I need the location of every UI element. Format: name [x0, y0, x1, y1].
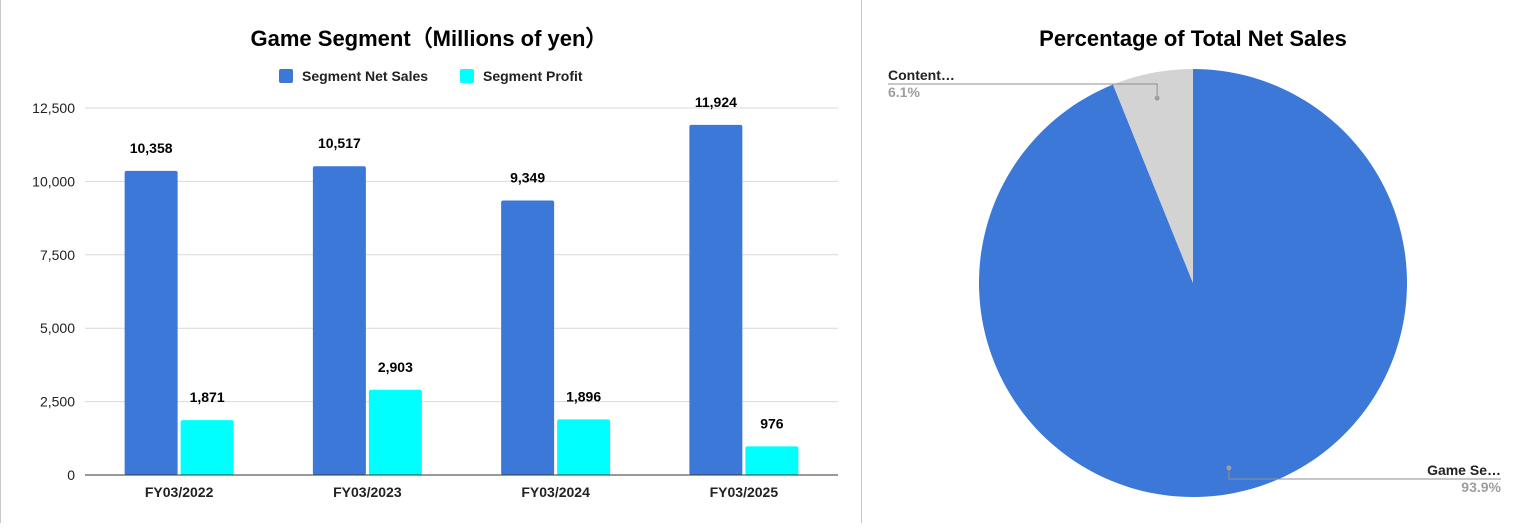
y-tick-label: 0 — [67, 467, 75, 483]
y-tick-label: 7,500 — [40, 247, 75, 263]
pie-chart-title: Percentage of Total Net Sales — [1039, 26, 1347, 51]
legend-label-net-sales: Segment Net Sales — [302, 68, 428, 84]
bar-net-sales — [689, 124, 743, 475]
pie-slices — [978, 69, 1407, 497]
x-category-label: FY03/2022 — [145, 484, 214, 500]
pie-slice-percent: 93.9% — [1461, 479, 1501, 495]
legend-label-profit: Segment Profit — [483, 68, 583, 84]
pie-slice-label: Content… — [888, 67, 955, 83]
bars — [124, 124, 799, 476]
data-label-net-sales: 9,349 — [510, 170, 545, 186]
pie-leader-dot — [1154, 95, 1160, 101]
data-label-profit: 1,896 — [566, 388, 601, 404]
x-category-label: FY03/2025 — [710, 484, 779, 500]
pie-slice-label: Game Se… — [1427, 462, 1501, 478]
data-label-profit: 1,871 — [190, 389, 225, 405]
data-label-profit: 976 — [760, 415, 784, 431]
pie-leader-line — [1228, 467, 1501, 480]
y-axis-ticks: 0 2,500 5,000 7,500 10,000 12,500 — [32, 100, 75, 483]
y-tick-label: 12,500 — [32, 100, 75, 116]
data-label-net-sales: 10,358 — [130, 140, 173, 156]
y-tick-label: 2,500 — [40, 394, 75, 410]
data-label-profit: 2,903 — [378, 359, 413, 375]
bar-net-sales — [501, 200, 555, 475]
pie-chart-panel: Percentage of Total Net Sales Game Se… 93… — [862, 0, 1527, 523]
pie-leader-line — [888, 83, 1158, 99]
data-labels: 10,358 1,871 10,517 2,903 9,349 1,896 11,924 97… — [130, 94, 784, 431]
bar-chart-title: Game Segment（Millions of yen） — [251, 26, 608, 51]
bar-net-sales — [312, 166, 366, 475]
pie-leader-dot — [1226, 465, 1232, 471]
x-axis-categories: FY03/2022 FY03/2023 FY03/2024 FY03/2025 — [145, 484, 778, 500]
bar-profit — [180, 420, 234, 475]
legend-swatch-profit — [460, 69, 474, 83]
bar-net-sales — [124, 170, 178, 476]
y-tick-label: 10,000 — [32, 173, 75, 189]
bar-profit — [745, 446, 799, 475]
pie-slice-percent: 6.1% — [888, 84, 920, 100]
legend-swatch-net-sales — [279, 69, 293, 83]
data-label-net-sales: 11,924 — [695, 94, 737, 110]
bar-profit — [368, 389, 422, 475]
bar-chart-panel: Game Segment（Millions of yen） Segment Ne… — [0, 0, 862, 523]
y-tick-label: 5,000 — [40, 320, 75, 336]
pie-slice-game-segment — [978, 69, 1407, 497]
x-category-label: FY03/2024 — [521, 484, 590, 500]
pie-chart: Percentage of Total Net Sales Game Se…93… — [888, 26, 1502, 497]
bar-chart-legend: Segment Net Sales Segment Profit — [279, 68, 583, 84]
bar-profit — [557, 419, 611, 475]
pie-slice-content — [1112, 69, 1193, 283]
data-label-net-sales: 10,517 — [318, 135, 361, 151]
bar-chart: Game Segment（Millions of yen） Segment Ne… — [32, 26, 838, 500]
x-category-label: FY03/2023 — [333, 484, 402, 500]
pie-labels: Game Se…93.9% Content…6.1% — [888, 67, 1502, 495]
